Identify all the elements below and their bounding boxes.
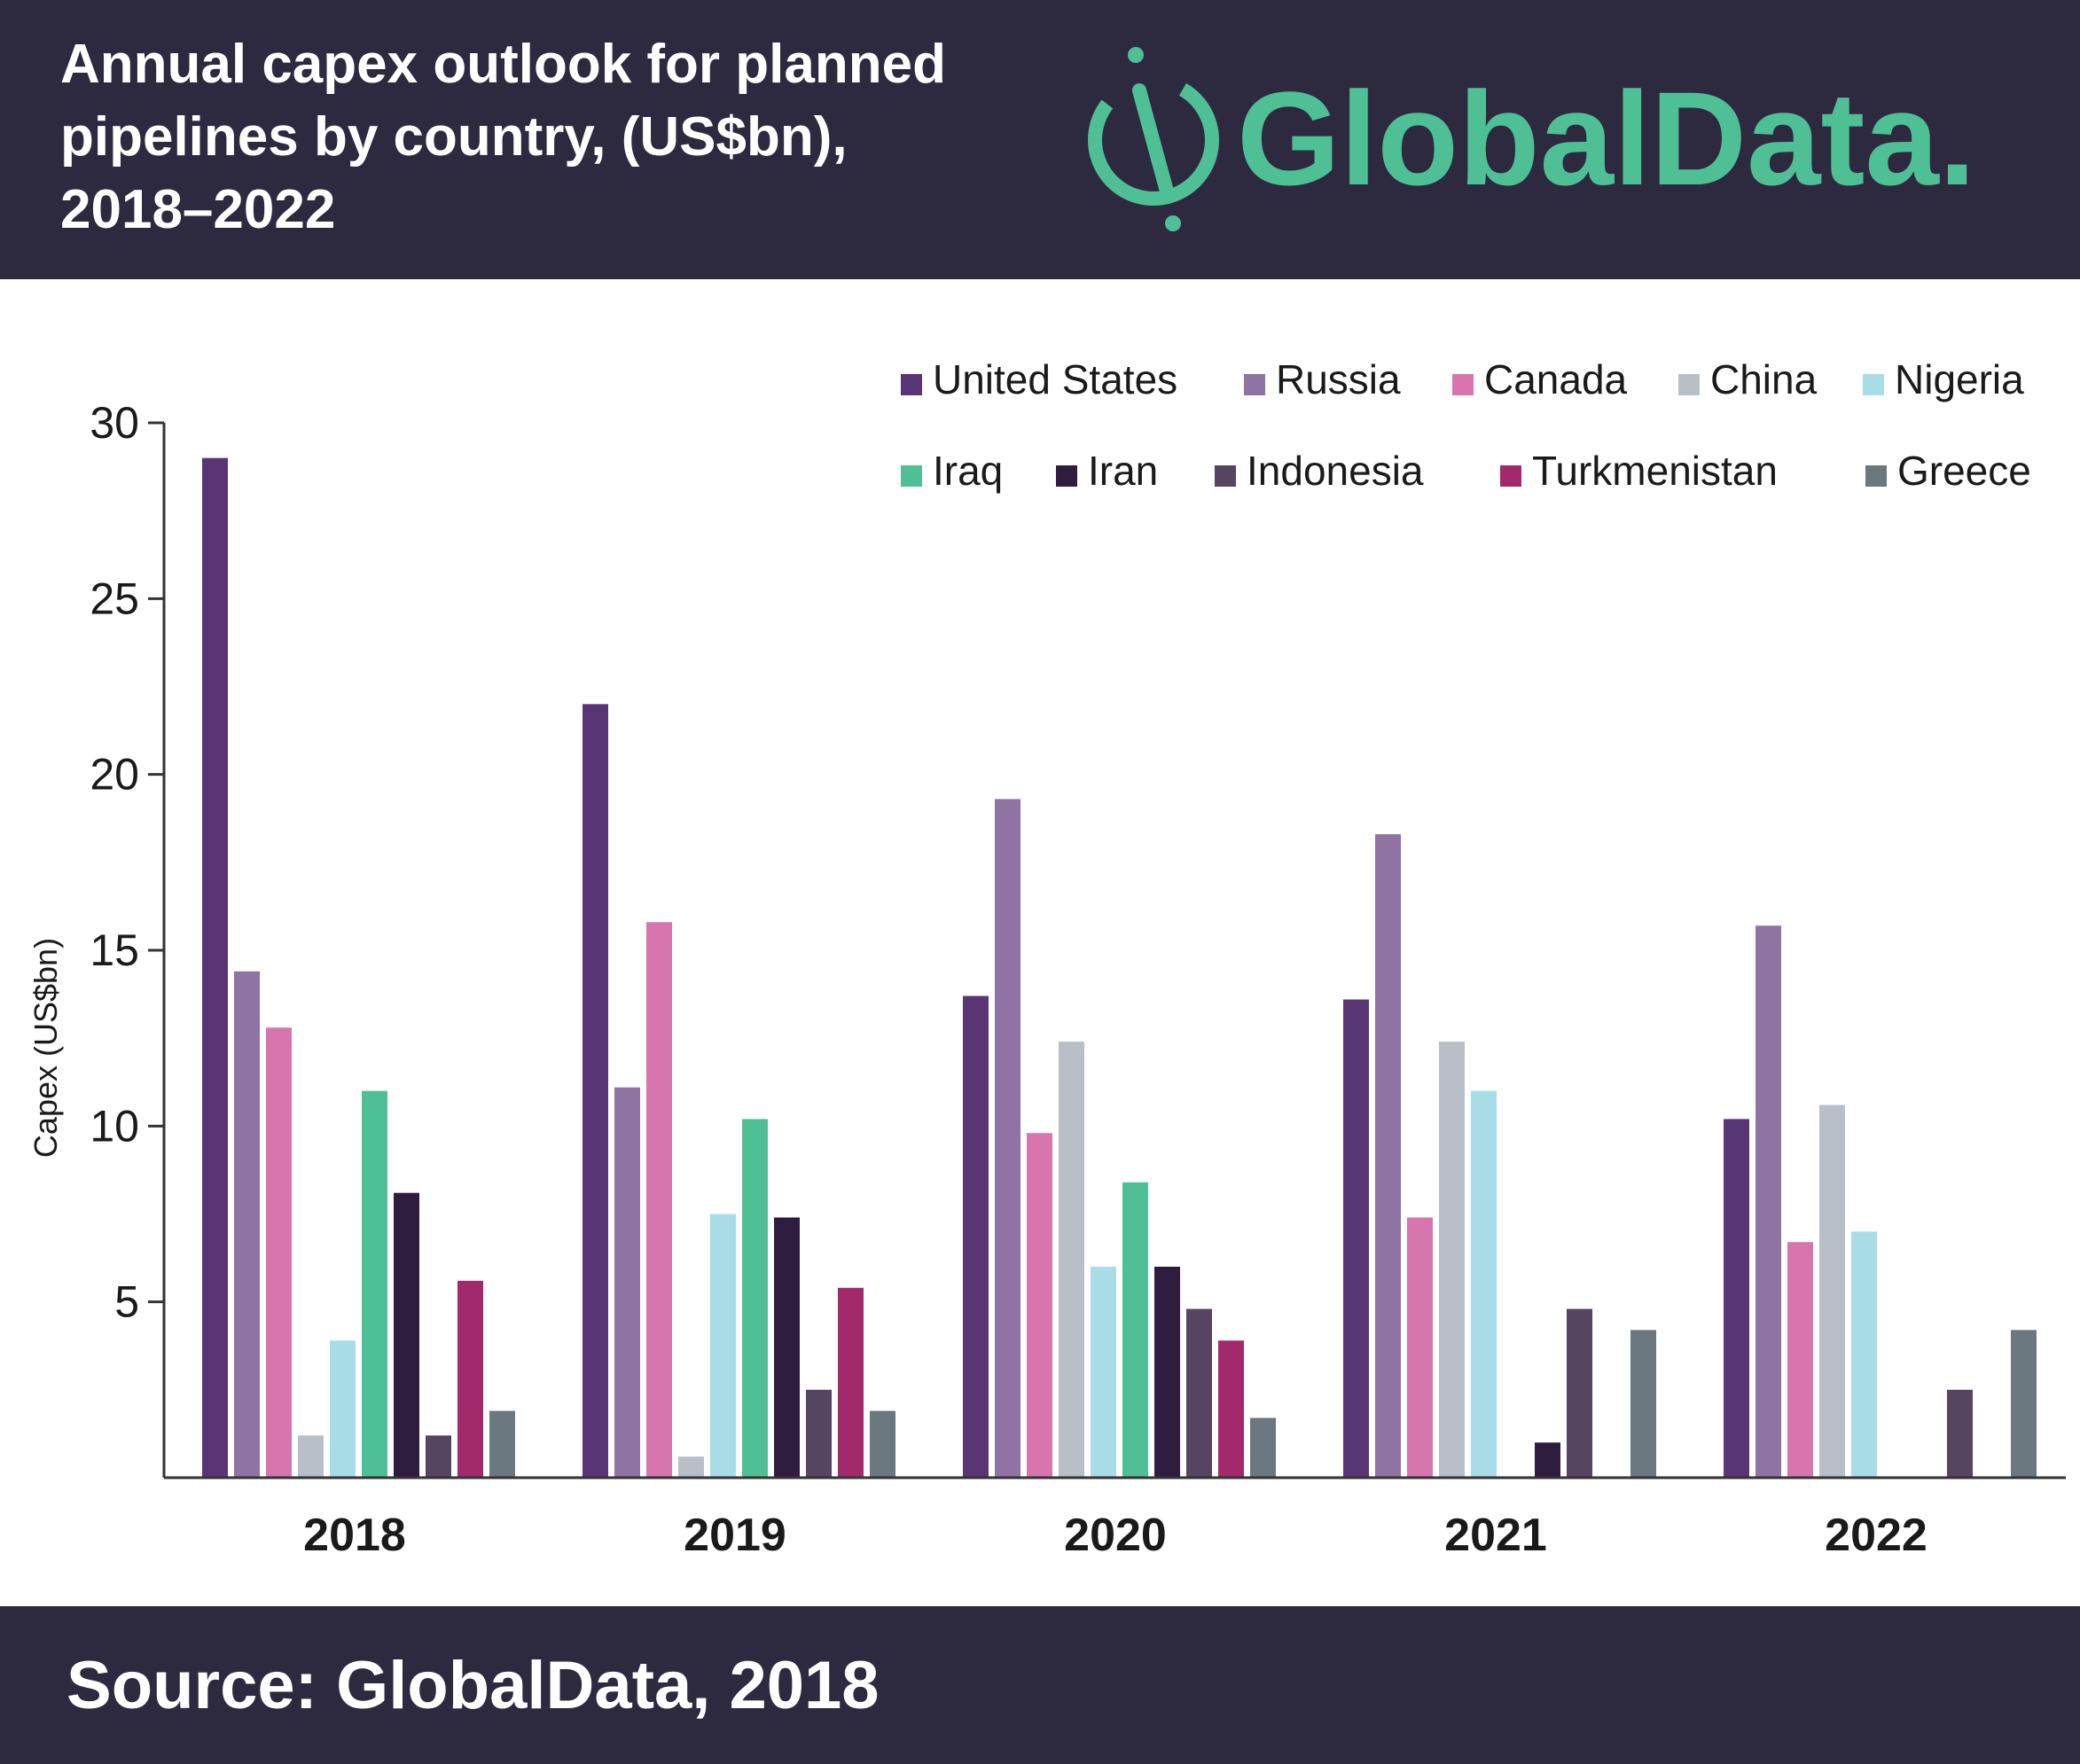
- globaldata-logo-text: GlobalData.: [1237, 64, 1976, 213]
- x-tick-label: 2020: [1064, 1510, 1167, 1561]
- bar-russia-2022: [1755, 925, 1781, 1478]
- globaldata-logo: GlobalData.: [1088, 47, 1976, 231]
- bar-indonesia-2022: [1947, 1389, 1973, 1478]
- x-tick-label: 2018: [303, 1510, 406, 1561]
- bar-united-states-2018: [202, 457, 228, 1478]
- bar-iraq-2018: [362, 1090, 387, 1478]
- bar-turkmenistan-2020: [1218, 1340, 1244, 1478]
- legend-swatch-iran: [1056, 465, 1077, 487]
- bar-china-2021: [1439, 1042, 1465, 1478]
- chart-title: Annual capex outlook for planned pipelin…: [60, 34, 946, 240]
- source-note: Source: GlobalData, 2018: [66, 1648, 880, 1723]
- legend-label-canada: Canada: [1484, 356, 1628, 402]
- bar-iran-2021: [1535, 1442, 1560, 1478]
- legend-label-turkmenistan: Turkmenistan: [1532, 448, 1778, 494]
- y-axis: 5 10 15 20 25 30: [90, 398, 166, 1478]
- bar-russia-2019: [614, 1087, 640, 1478]
- legend-label-iraq: Iraq: [933, 448, 1003, 494]
- legend-swatch-nigeria: [1863, 374, 1884, 395]
- y-tick-label: 5: [114, 1277, 139, 1327]
- header-banner: Annual capex outlook for planned pipelin…: [0, 0, 2080, 279]
- bar-indonesia-2021: [1567, 1308, 1592, 1478]
- y-tick-label: 25: [90, 574, 139, 623]
- y-tick-label: 10: [90, 1101, 139, 1151]
- bar-iran-2019: [774, 1217, 800, 1478]
- bar-united-states-2019: [583, 704, 608, 1478]
- bar-canada-2021: [1407, 1217, 1433, 1478]
- legend-swatch-indonesia: [1215, 465, 1236, 487]
- y-tick-label: 15: [90, 925, 139, 975]
- x-tick-label: 2019: [684, 1510, 786, 1561]
- bar-canada-2020: [1027, 1133, 1052, 1478]
- bar-greece-2020: [1250, 1417, 1276, 1478]
- x-tick-label: 2021: [1444, 1510, 1547, 1561]
- bar-russia-2021: [1375, 834, 1401, 1478]
- bar-united-states-2022: [1724, 1119, 1749, 1478]
- legend-label-nigeria: Nigeria: [1895, 356, 2024, 402]
- bar-china-2019: [678, 1456, 704, 1478]
- bar-greece-2019: [870, 1410, 895, 1478]
- legend-swatch-greece: [1865, 465, 1887, 487]
- bar-russia-2018: [234, 971, 260, 1478]
- x-axis: 2018 2019 2020 2021 2022: [164, 1476, 2066, 1561]
- bar-iran-2020: [1154, 1267, 1180, 1478]
- bar-china-2018: [298, 1435, 324, 1478]
- bar-turkmenistan-2019: [838, 1287, 864, 1478]
- legend-swatch-turkmenistan: [1500, 465, 1521, 487]
- bar-nigeria-2019: [710, 1214, 736, 1478]
- bar-greece-2018: [489, 1410, 515, 1478]
- bar-china-2020: [1059, 1042, 1084, 1478]
- bar-indonesia-2019: [806, 1389, 832, 1478]
- legend-label-united-states: United States: [933, 356, 1177, 402]
- legend: United States Russia Canada China Nigeria Ira…: [901, 356, 2031, 494]
- legend-label-china: China: [1710, 356, 1818, 402]
- x-tick-label: 2022: [1825, 1510, 1928, 1561]
- bar-nigeria-2020: [1091, 1267, 1116, 1478]
- bar-united-states-2020: [963, 995, 989, 1478]
- bar-canada-2018: [266, 1027, 292, 1478]
- bar-nigeria-2022: [1851, 1231, 1877, 1478]
- bar-united-states-2021: [1343, 999, 1369, 1478]
- bar-china-2022: [1819, 1104, 1845, 1478]
- bar-russia-2020: [995, 799, 1020, 1478]
- bar-canada-2022: [1787, 1242, 1813, 1478]
- legend-swatch-russia: [1244, 374, 1265, 395]
- bar-canada-2019: [646, 922, 672, 1478]
- bar-iraq-2020: [1122, 1182, 1148, 1478]
- legend-label-indonesia: Indonesia: [1247, 448, 1424, 494]
- bar-greece-2022: [2011, 1330, 2037, 1478]
- bar-iraq-2019: [742, 1119, 768, 1478]
- legend-swatch-canada: [1452, 374, 1474, 395]
- bar-indonesia-2018: [426, 1435, 451, 1478]
- legend-label-russia: Russia: [1276, 356, 1401, 402]
- bar-nigeria-2021: [1471, 1090, 1497, 1478]
- bar-iran-2018: [394, 1192, 419, 1478]
- bar-turkmenistan-2018: [457, 1280, 483, 1478]
- legend-swatch-iraq: [901, 465, 922, 487]
- y-tick-label: 20: [90, 750, 139, 800]
- legend-label-greece: Greece: [1897, 448, 2031, 494]
- legend-swatch-china: [1678, 374, 1700, 395]
- bar-indonesia-2020: [1186, 1308, 1212, 1478]
- bars: [202, 457, 2037, 1478]
- legend-label-iran: Iran: [1088, 448, 1158, 494]
- legend-swatch-united-states: [901, 374, 922, 395]
- globaldata-logo-icon: [1088, 47, 1219, 231]
- footer-banner: Source: GlobalData, 2018: [0, 1606, 2080, 1764]
- y-axis-label: Capex (US$bn): [27, 938, 64, 1158]
- y-tick-label: 30: [90, 398, 139, 448]
- bar-greece-2021: [1630, 1330, 1656, 1478]
- bar-nigeria-2018: [330, 1340, 356, 1478]
